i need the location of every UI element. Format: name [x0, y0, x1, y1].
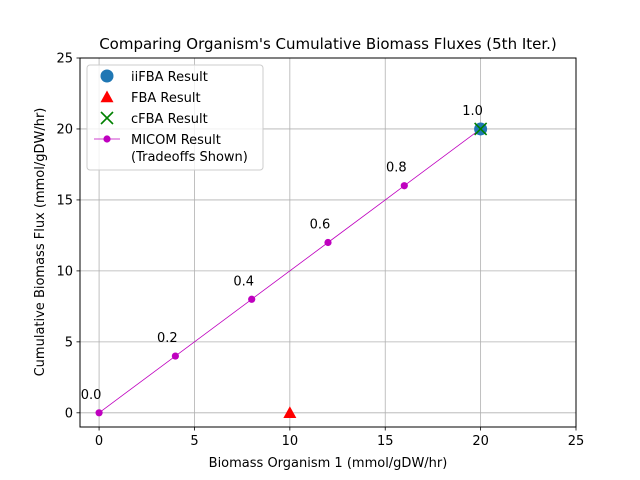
cfba-point — [474, 122, 488, 136]
micom-point — [171, 352, 179, 360]
y-tick-label: 0 — [65, 406, 73, 421]
legend: iiFBA Result FBA Result cFBA Result MICOM R… — [86, 64, 264, 171]
x-tick-label: 25 — [568, 434, 585, 449]
y-tick-label: 10 — [56, 264, 73, 279]
grid — [80, 57, 577, 427]
legend-label: cFBA Result — [131, 112, 208, 127]
x-tick-label: 10 — [282, 434, 299, 449]
x-axis-label: Biomass Organism 1 (mmol/gDW/hr) — [209, 456, 448, 471]
micom-point — [95, 409, 103, 417]
legend-entry: iiFBA Result — [100, 69, 208, 85]
micom-point-label: 1.0 — [462, 104, 483, 119]
x-axis: 0 5 10 15 20 25 — [95, 427, 584, 449]
y-axis: 0 5 10 15 20 25 — [56, 52, 80, 421]
micom-point — [400, 182, 408, 190]
legend-marker — [100, 90, 114, 103]
x-tick-label: 15 — [377, 434, 394, 449]
x-tick-label: 20 — [472, 434, 489, 449]
legend-entry: FBA Result — [100, 90, 201, 106]
micom-point-label: 0.4 — [233, 274, 254, 289]
x-marker-stroke — [474, 122, 488, 136]
legend-label: FBA Result — [131, 91, 201, 106]
x-tick-label: 5 — [190, 434, 198, 449]
legend-marker — [103, 135, 111, 143]
micom-point-label: 0.8 — [386, 161, 407, 176]
micom-line — [98, 128, 481, 414]
legend-label: iiFBA Result — [131, 70, 208, 85]
x-tick-label: 0 — [95, 434, 103, 449]
legend-box — [86, 64, 264, 171]
micom-point — [248, 295, 256, 303]
y-tick-label: 25 — [56, 52, 73, 67]
legend-marker — [100, 69, 114, 83]
fba-point — [283, 406, 297, 419]
legend-entry: MICOM Result (Tradeoffs Shown) — [94, 133, 248, 165]
legend-label: (Tradeoffs Shown) — [131, 150, 248, 165]
legend-marker — [100, 111, 114, 125]
y-tick-label: 5 — [65, 335, 73, 350]
x-marker-stroke — [100, 111, 114, 125]
micom-point — [324, 238, 332, 247]
chart-title: Comparing Organism's Cumulative Biomass … — [99, 35, 557, 53]
legend-label: MICOM Result — [131, 133, 221, 148]
series-layer — [95, 122, 488, 419]
plot-frame — [79, 57, 577, 428]
micom-point-label: 0.2 — [157, 331, 178, 346]
y-tick-label: 20 — [56, 122, 73, 137]
y-axis-label: Cumulative Biomass Flux (mmol/gDW/hr) — [33, 108, 48, 377]
annotations: 0.0 0.2 0.4 0.6 0.8 1.0 — [81, 104, 483, 403]
legend-entry: cFBA Result — [100, 111, 208, 127]
micom-point-label: 0.6 — [310, 218, 331, 233]
y-tick-label: 15 — [56, 193, 73, 208]
micom-point-label: 0.0 — [81, 388, 102, 403]
